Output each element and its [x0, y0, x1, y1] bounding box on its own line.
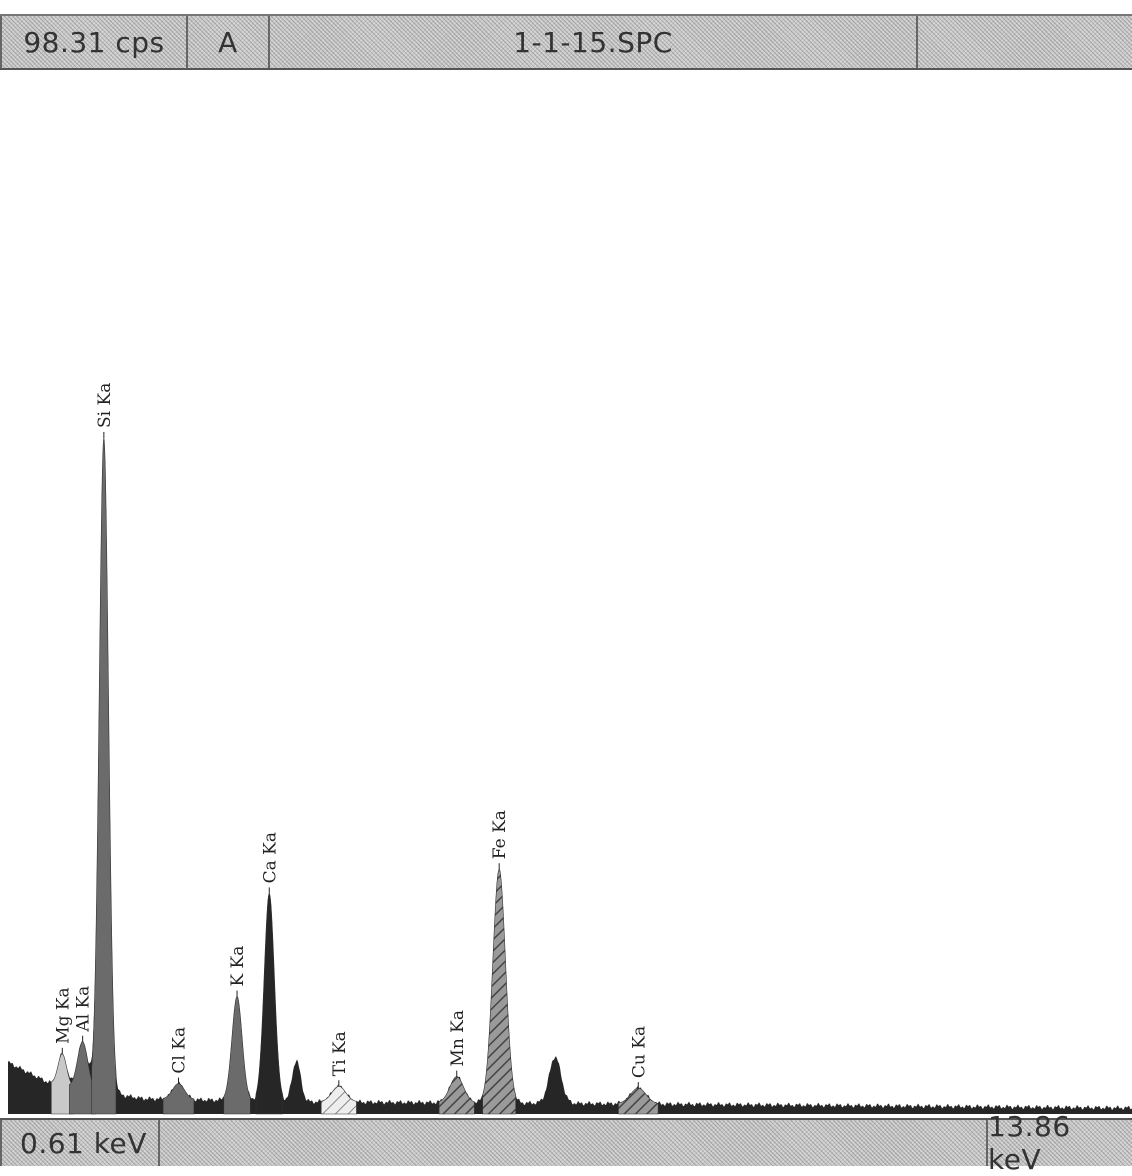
spectrum-filename: 1-1-15.SPC — [270, 16, 918, 68]
energy-end-readout: 13.86 keV — [986, 1110, 1132, 1176]
peak-label: Mn Ka — [448, 1010, 468, 1067]
energy-start-readout: 0.61 keV — [0, 1120, 160, 1166]
peak-label: Mg Ka — [53, 987, 73, 1044]
peak-ti-ka — [320, 1085, 357, 1115]
peak-label: K Ka — [228, 946, 248, 987]
peak-mg-ka — [50, 1053, 74, 1115]
peak-ca-ka — [255, 892, 283, 1115]
mode-indicator: A — [188, 16, 270, 68]
spectrum-plot-area: Mg Ka Al Ka Si Ka Cl Ka K Ka Ca Ka Ti Ka Mn Ka F… — [8, 66, 1132, 1118]
peak-label: Cu Ka — [629, 1026, 649, 1078]
peak-label: Fe Ka — [490, 810, 510, 859]
peak-mn-ka — [438, 1076, 475, 1115]
header-empty-cell — [918, 16, 1132, 68]
peak-cu-ka — [618, 1087, 659, 1115]
spectrum-trace — [8, 439, 1132, 1114]
peak-label: Al Ka — [74, 986, 94, 1033]
peak-k-ka — [223, 996, 251, 1115]
peak-cl-ka — [162, 1083, 195, 1115]
count-rate-readout: 98.31 cps — [0, 16, 188, 68]
spectrum-chart: Mg Ka Al Ka Si Ka Cl Ka K Ka Ca Ka Ti Ka Mn Ka F… — [8, 383, 1132, 1115]
peak-fe-ka — [482, 868, 517, 1115]
energy-range-bar: 0.61 keV 13.86 keV — [0, 1110, 1132, 1176]
peak-label: Cl Ka — [170, 1027, 190, 1074]
peak-label: Ca Ka — [260, 832, 280, 883]
peak-si-ka — [91, 437, 117, 1115]
peak-label: Si Ka — [95, 383, 115, 428]
peak-label: Ti Ka — [330, 1031, 350, 1076]
spectrum-header-bar: 98.31 cps A 1-1-15.SPC — [0, 14, 1132, 70]
